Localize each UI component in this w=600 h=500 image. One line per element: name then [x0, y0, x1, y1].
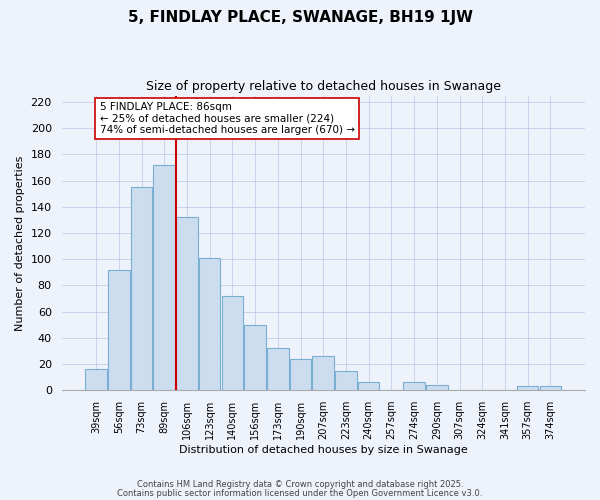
Bar: [403, 382, 425, 390]
Bar: [199, 258, 220, 390]
X-axis label: Distribution of detached houses by size in Swanage: Distribution of detached houses by size …: [179, 445, 467, 455]
Bar: [108, 270, 130, 390]
Text: 5, FINDLAY PLACE, SWANAGE, BH19 1JW: 5, FINDLAY PLACE, SWANAGE, BH19 1JW: [128, 10, 473, 25]
Bar: [426, 385, 448, 390]
Bar: [358, 382, 379, 390]
Bar: [85, 370, 107, 390]
Text: Contains HM Land Registry data © Crown copyright and database right 2025.: Contains HM Land Registry data © Crown c…: [137, 480, 463, 489]
Bar: [313, 356, 334, 390]
Bar: [517, 386, 538, 390]
Bar: [176, 218, 198, 390]
Y-axis label: Number of detached properties: Number of detached properties: [15, 155, 25, 330]
Bar: [267, 348, 289, 390]
Bar: [244, 324, 266, 390]
Bar: [131, 187, 152, 390]
Bar: [539, 386, 561, 390]
Bar: [290, 359, 311, 390]
Bar: [335, 370, 357, 390]
Text: Contains public sector information licensed under the Open Government Licence v3: Contains public sector information licen…: [118, 489, 482, 498]
Title: Size of property relative to detached houses in Swanage: Size of property relative to detached ho…: [146, 80, 501, 93]
Bar: [154, 165, 175, 390]
Bar: [221, 296, 243, 390]
Text: 5 FINDLAY PLACE: 86sqm
← 25% of detached houses are smaller (224)
74% of semi-de: 5 FINDLAY PLACE: 86sqm ← 25% of detached…: [100, 102, 355, 136]
